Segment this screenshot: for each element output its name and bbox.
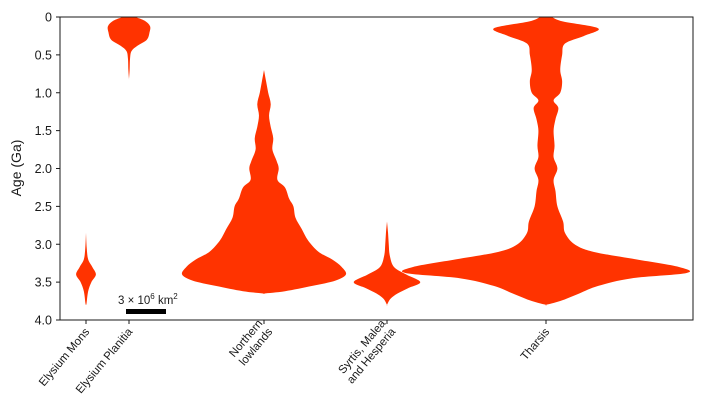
y-axis-label: Age (Ga): [8, 140, 24, 197]
scale-bar: 3 × 106 km2: [118, 292, 178, 314]
scale-bar-line: [126, 309, 166, 314]
violin-elysium-planitia: [107, 17, 151, 81]
violin-group: [76, 17, 691, 306]
y-tick-label: 0.5: [35, 48, 52, 62]
y-tick-label: 1.0: [35, 86, 52, 100]
y-tick-label: 2.5: [35, 200, 52, 214]
y-tick-label: 3.5: [35, 276, 52, 290]
y-tick-label: 0: [45, 11, 52, 25]
x-tick-label: Syrtis, Maleaand Hesperia: [335, 317, 399, 386]
y-tick-label: 3.0: [35, 238, 52, 252]
y-tick-label: 2.0: [35, 162, 52, 176]
x-tick-label: Northernlowlands: [227, 318, 275, 369]
violin-tharsis: [401, 17, 691, 306]
y-axis: 0 0.5 1.0 1.5 2.0 2.5 3.0 3.5 4.0: [35, 11, 60, 328]
scale-bar-label: 3 × 106 km2: [118, 292, 178, 307]
y-tick-label: 4.0: [35, 314, 52, 328]
violin-elysium-mons: [76, 232, 96, 306]
violin-syrtis-malea-and-hesperia: [353, 221, 421, 306]
violin-northern-lowlands: [181, 70, 347, 294]
y-tick-label: 1.5: [35, 124, 52, 138]
x-tick-label: Tharsis: [519, 326, 553, 363]
